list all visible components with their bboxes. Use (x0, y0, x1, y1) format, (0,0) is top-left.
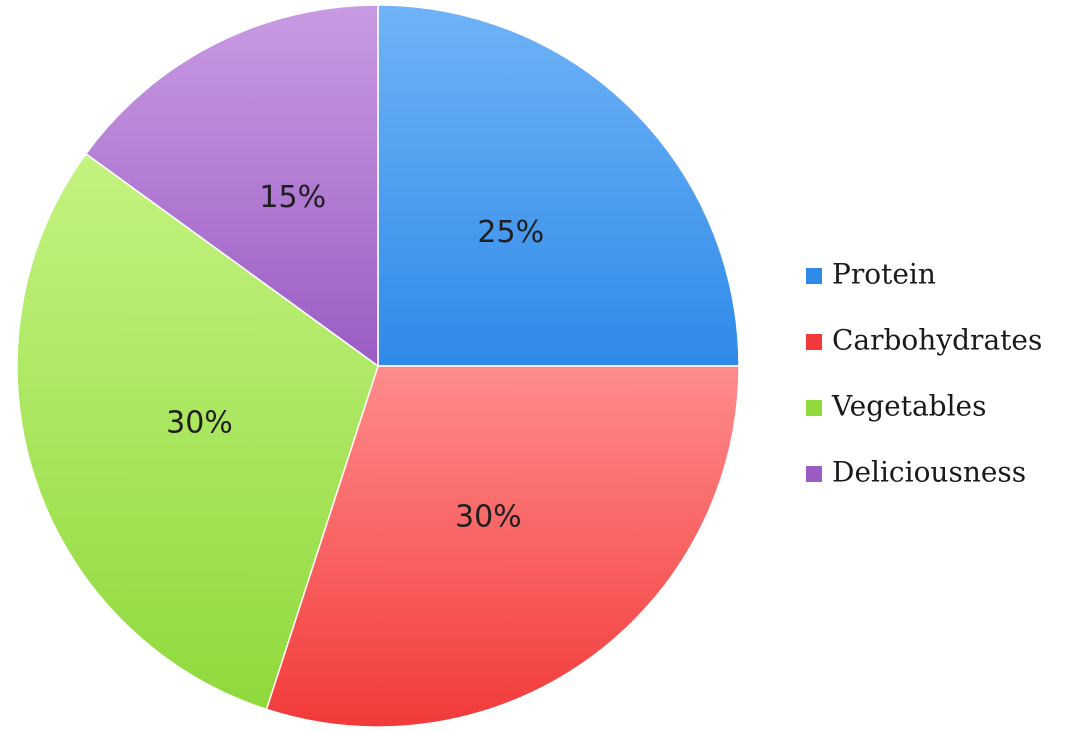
legend-label-protein: Protein (832, 258, 936, 291)
legend-item-deliciousness: Deliciousness (806, 456, 1026, 489)
legend-label-deliciousness: Deliciousness (832, 456, 1026, 489)
legend: Protein Carbohydrates Vegetables Deliciousn… (806, 258, 1042, 489)
legend-swatch-deliciousness (806, 466, 822, 482)
legend-label-vegetables: Vegetables (831, 390, 986, 423)
legend-swatch-protein (806, 268, 822, 284)
legend-item-carbohydrates: Carbohydrates (806, 324, 1042, 357)
legend-item-vegetables: Vegetables (806, 390, 986, 423)
pie-slices (16, 4, 740, 728)
pie-slice-vegetables (16, 152, 379, 711)
legend-label-carbohydrates: Carbohydrates (832, 324, 1042, 357)
pie-slice-label-vegetables: 30% (166, 406, 233, 441)
pie-slice-carbohydrates (265, 365, 740, 728)
pie-slice-deliciousness (84, 4, 379, 368)
pie-slice-labels: 25% 30% 30% 15% (166, 180, 544, 534)
legend-swatch-vegetables (806, 400, 822, 416)
legend-swatch-carbohydrates (806, 334, 822, 350)
legend-item-protein: Protein (806, 258, 936, 291)
pie-slice-label-carbohydrates: 30% (455, 499, 522, 534)
pie-slice-label-deliciousness: 15% (259, 180, 326, 215)
pie-slice-label-protein: 25% (477, 215, 544, 250)
pie-slice-protein (377, 4, 740, 367)
